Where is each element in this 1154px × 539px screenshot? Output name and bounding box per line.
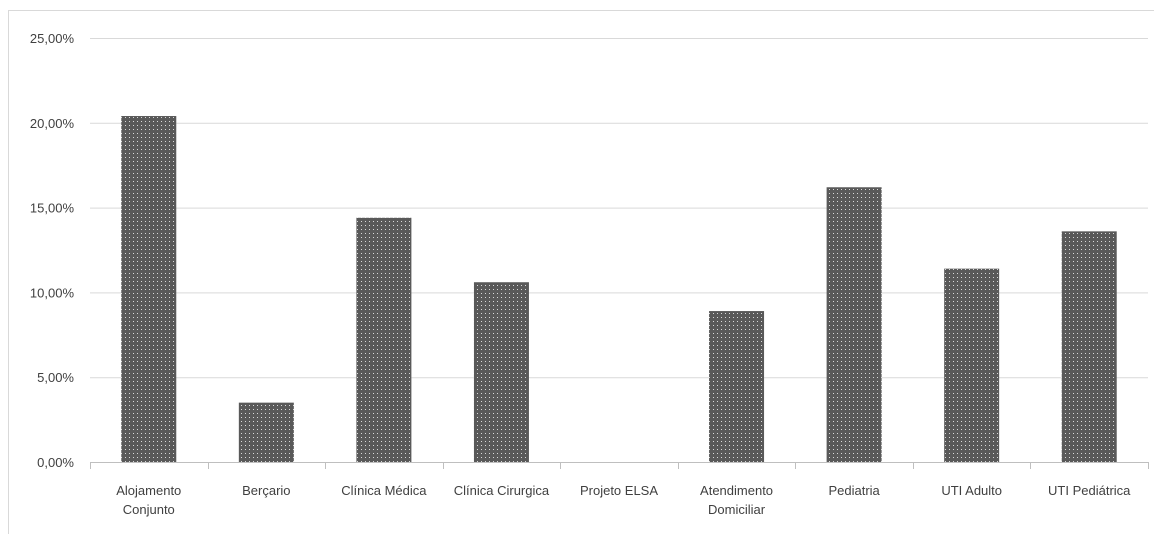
bar bbox=[121, 116, 177, 463]
x-tick-label: Berçario bbox=[242, 483, 290, 498]
bars bbox=[121, 116, 1117, 463]
bar bbox=[238, 402, 294, 462]
x-tick-label: Pediatria bbox=[828, 483, 880, 498]
bar bbox=[826, 187, 882, 463]
x-axis bbox=[90, 462, 1149, 469]
x-tick-label: Projeto ELSA bbox=[580, 483, 658, 498]
bar bbox=[709, 311, 765, 462]
chart-frame-top bbox=[8, 10, 1154, 11]
x-tick-label: UTI Adulto bbox=[941, 483, 1002, 498]
y-tick-label: 20,00% bbox=[30, 116, 75, 131]
x-tick-labels: Alojamento Conjunto Berçario Clínica Médica… bbox=[116, 483, 1131, 517]
y-tick-label: 25,00% bbox=[30, 31, 75, 46]
x-tick-label: Atendimento Domiciliar bbox=[700, 483, 773, 517]
bar bbox=[944, 268, 1000, 462]
x-tick-label: Clínica Médica bbox=[341, 483, 427, 498]
bar bbox=[473, 282, 529, 462]
bar bbox=[356, 217, 412, 462]
x-tick-label: Clínica Cirurgica bbox=[454, 483, 550, 498]
y-tick-label: 15,00% bbox=[30, 201, 75, 216]
chart-frame-left bbox=[8, 10, 9, 534]
x-tick-label: UTI Pediátrica bbox=[1048, 483, 1131, 498]
x-tick-label: Alojamento Conjunto bbox=[116, 483, 181, 517]
y-tick-label: 10,00% bbox=[30, 285, 75, 300]
y-tick-label: 5,00% bbox=[37, 370, 74, 385]
y-tick-labels: 0,00% 5,00% 10,00% 15,00% 20,00% 25,00% bbox=[30, 31, 75, 470]
y-tick-label: 0,00% bbox=[37, 455, 74, 470]
bar bbox=[1061, 231, 1117, 462]
